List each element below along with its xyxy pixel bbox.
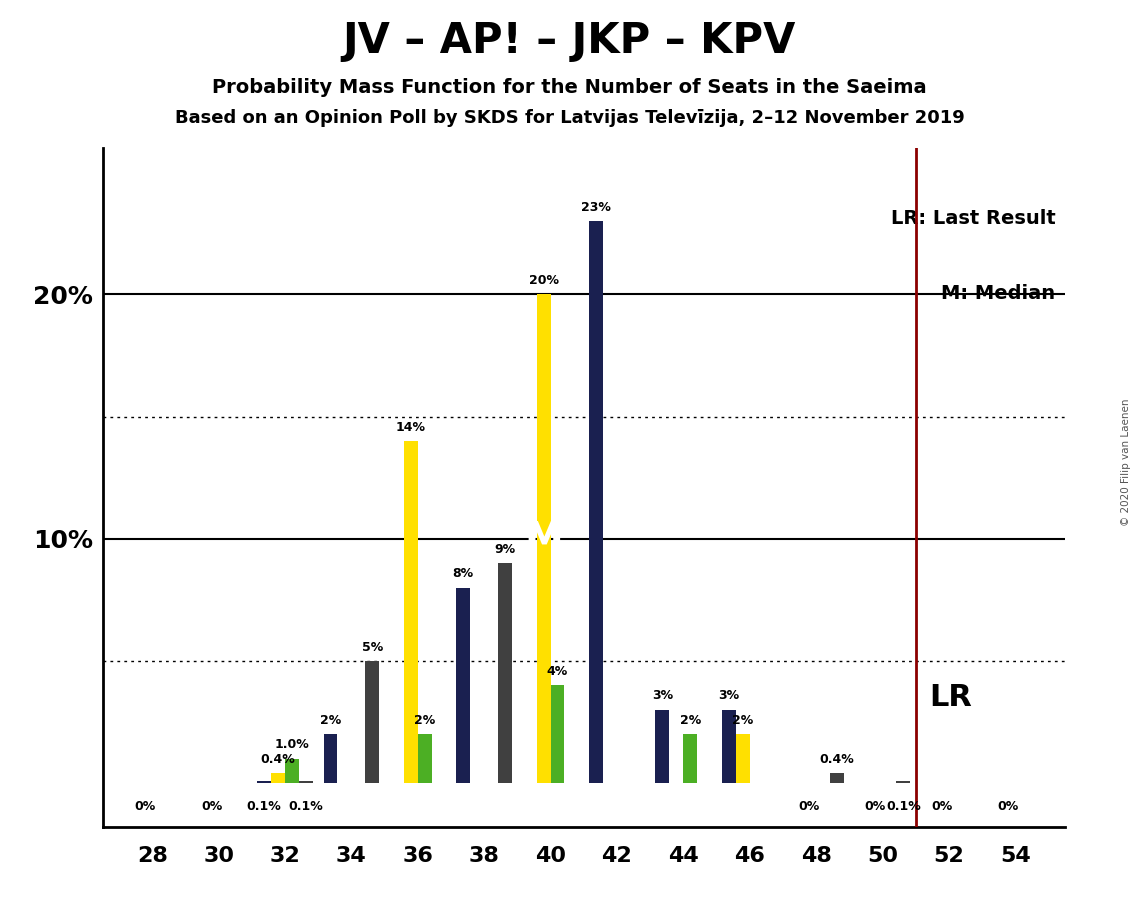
Text: LR: LR xyxy=(929,683,972,712)
Text: 0%: 0% xyxy=(134,800,156,813)
Text: LR: Last Result: LR: Last Result xyxy=(891,209,1056,228)
Text: 0.4%: 0.4% xyxy=(820,753,854,766)
Bar xyxy=(655,710,670,783)
Text: 0%: 0% xyxy=(998,800,1019,813)
Text: 0%: 0% xyxy=(202,800,222,813)
Bar xyxy=(271,773,285,783)
Bar xyxy=(404,441,418,783)
Bar xyxy=(498,563,513,783)
Bar xyxy=(323,735,337,783)
Text: 23%: 23% xyxy=(581,201,611,213)
Text: 8%: 8% xyxy=(452,567,474,580)
Text: 1.0%: 1.0% xyxy=(274,738,310,751)
Text: 3%: 3% xyxy=(719,689,739,702)
Text: 4%: 4% xyxy=(547,665,568,678)
Text: 5%: 5% xyxy=(362,640,383,653)
Text: Probability Mass Function for the Number of Seats in the Saeima: Probability Mass Function for the Number… xyxy=(212,78,927,97)
Text: 0%: 0% xyxy=(798,800,820,813)
Bar xyxy=(457,588,470,783)
Text: Based on an Opinion Poll by SKDS for Latvijas Televīzija, 2–12 November 2019: Based on an Opinion Poll by SKDS for Lat… xyxy=(174,109,965,127)
Text: 0.1%: 0.1% xyxy=(247,800,281,813)
Bar xyxy=(683,735,697,783)
Bar xyxy=(257,781,271,783)
Text: 9%: 9% xyxy=(494,542,516,556)
Bar xyxy=(830,773,844,783)
Text: 2%: 2% xyxy=(680,714,700,727)
Text: 2%: 2% xyxy=(415,714,435,727)
Text: 0.4%: 0.4% xyxy=(261,753,295,766)
Bar xyxy=(722,710,736,783)
Bar xyxy=(418,735,432,783)
Text: 3%: 3% xyxy=(652,689,673,702)
Text: M: M xyxy=(524,519,563,558)
Text: 2%: 2% xyxy=(320,714,342,727)
Text: 20%: 20% xyxy=(528,274,558,287)
Bar xyxy=(298,781,313,783)
Text: M: Median: M: Median xyxy=(941,284,1056,303)
Text: 0.1%: 0.1% xyxy=(288,800,323,813)
Bar xyxy=(536,295,550,783)
Bar xyxy=(285,759,298,783)
Bar xyxy=(896,781,910,783)
Text: 2%: 2% xyxy=(732,714,753,727)
Text: © 2020 Filip van Laenen: © 2020 Filip van Laenen xyxy=(1121,398,1131,526)
Text: 0.1%: 0.1% xyxy=(886,800,920,813)
Bar xyxy=(366,661,379,783)
Text: 0%: 0% xyxy=(865,800,886,813)
Text: 14%: 14% xyxy=(396,420,426,433)
Bar xyxy=(589,221,603,783)
Text: JV – AP! – JKP – KPV: JV – AP! – JKP – KPV xyxy=(343,20,796,62)
Bar xyxy=(736,735,749,783)
Bar xyxy=(550,686,565,783)
Text: 0%: 0% xyxy=(932,800,952,813)
